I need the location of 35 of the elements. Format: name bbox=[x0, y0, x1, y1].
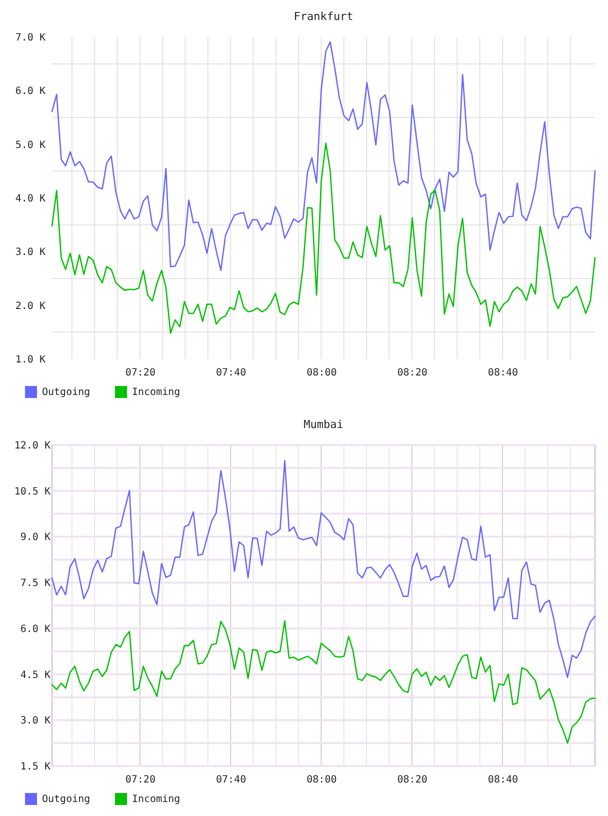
x-tick-label: 07:40 bbox=[216, 774, 246, 786]
line-series bbox=[51, 620, 596, 744]
x-tick-label: 07:20 bbox=[125, 368, 156, 378]
legend-label: Incoming bbox=[132, 387, 180, 398]
chart-title: Frankfurt bbox=[294, 10, 354, 23]
y-tick-label: 7.0 K bbox=[15, 32, 46, 44]
y-tick-label: 4.0 K bbox=[15, 194, 46, 204]
y-tick-label: 3.0 K bbox=[20, 716, 50, 727]
y-tick-label: 12.0 K bbox=[14, 440, 50, 452]
y-tick-label: 3.0 K bbox=[15, 247, 46, 258]
x-tick-label: 08:40 bbox=[488, 368, 518, 378]
chart-title: Mumbai bbox=[304, 418, 344, 431]
x-tick-label: 07:20 bbox=[125, 774, 156, 786]
y-tick-label: 2.0 K bbox=[15, 300, 46, 312]
x-tick-label: 08:40 bbox=[488, 774, 518, 786]
y-tick-label: 5.0 K bbox=[15, 140, 46, 151]
line-series bbox=[51, 460, 596, 678]
y-tick-label: 6.0 K bbox=[15, 86, 46, 98]
x-tick-label: 08:00 bbox=[306, 774, 337, 786]
x-tick-label: 07:40 bbox=[216, 368, 246, 378]
y-tick-label: 6.0 K bbox=[20, 624, 50, 635]
y-tick-label: 7.5 K bbox=[20, 578, 50, 590]
y-tick-label: 4.5 K bbox=[20, 670, 50, 681]
legend-label: Incoming bbox=[132, 794, 180, 805]
legend-label: Outgoing bbox=[42, 794, 90, 805]
y-tick-label: 10.5 K bbox=[14, 486, 50, 498]
y-tick-label: 1.0 K bbox=[15, 354, 46, 366]
x-tick-label: 08:20 bbox=[397, 774, 428, 786]
y-tick-label: 1.5 K bbox=[20, 762, 50, 772]
legend-label: Outgoing bbox=[42, 387, 90, 398]
line-series bbox=[51, 41, 596, 272]
x-tick-label: 08:20 bbox=[397, 368, 428, 378]
y-tick-label: 9.0 K bbox=[20, 532, 50, 544]
line-series bbox=[51, 142, 596, 334]
x-tick-label: 08:00 bbox=[306, 368, 337, 378]
